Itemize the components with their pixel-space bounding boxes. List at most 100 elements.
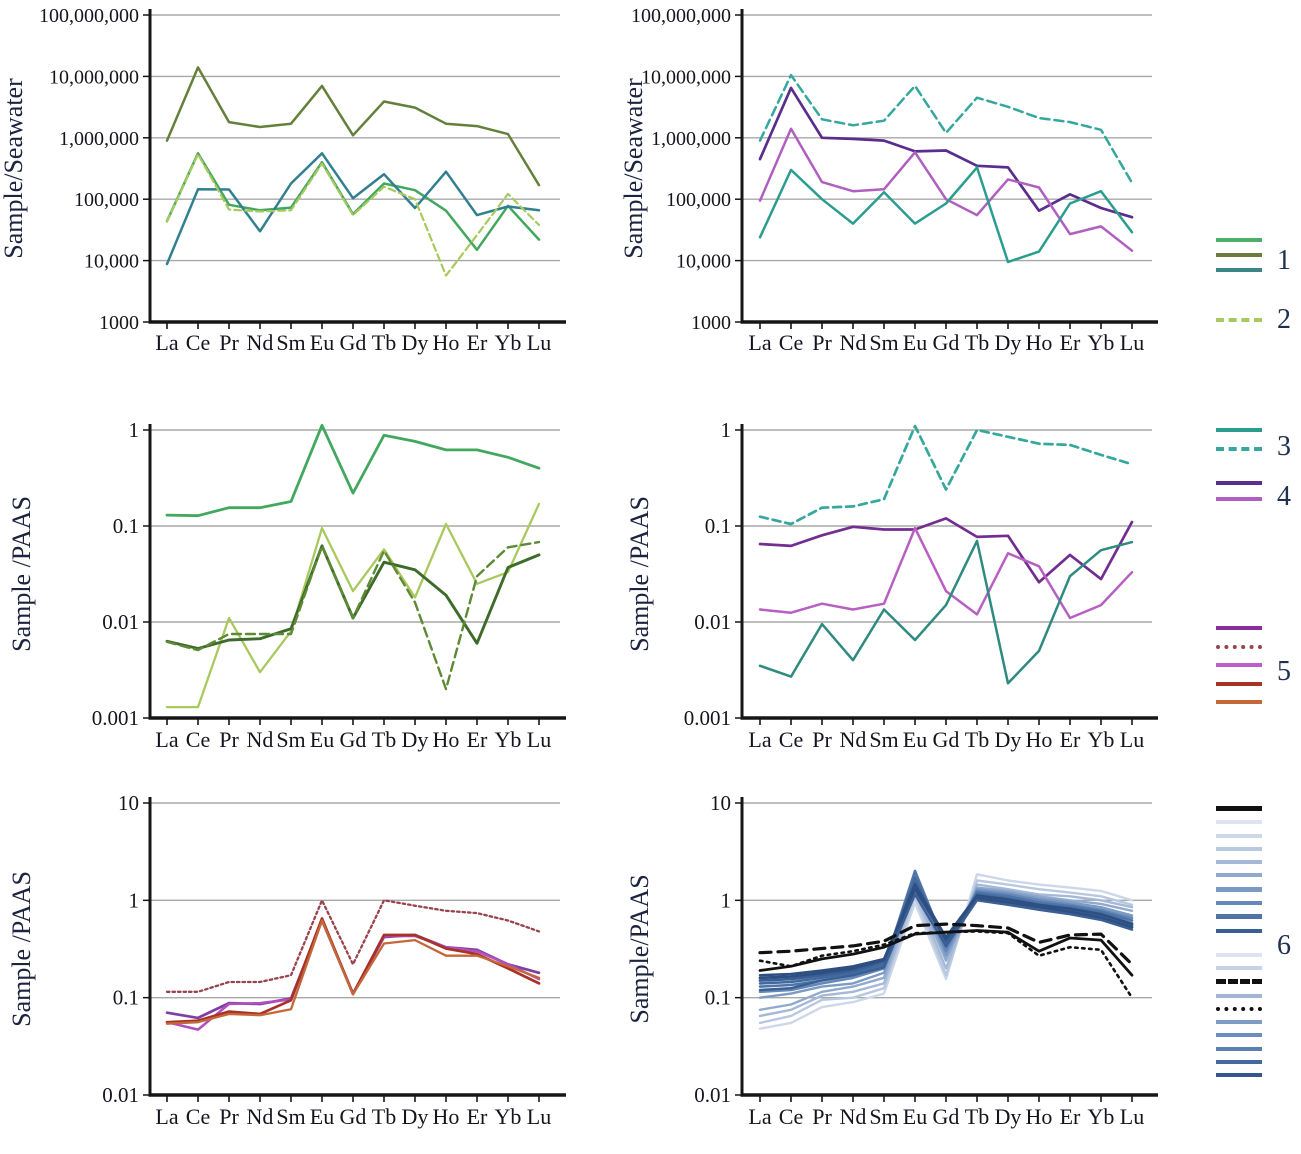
legend-swatch bbox=[1216, 1006, 1262, 1011]
y-axis-title: Sample /PAAS bbox=[625, 496, 654, 652]
legend-group-4: 4 bbox=[1216, 481, 1291, 513]
x-tick-label: Gd bbox=[933, 727, 960, 752]
x-tick-label: Nd bbox=[840, 330, 867, 355]
x-tick-label: Sm bbox=[276, 1104, 305, 1129]
series-group4-purple bbox=[758, 517, 1134, 584]
x-tick-label: Yb bbox=[495, 330, 522, 355]
y-axis-title: Sample/PAAS bbox=[625, 874, 654, 1023]
x-tick-label: Sm bbox=[276, 727, 305, 752]
x-tick-label: Pr bbox=[812, 330, 832, 355]
x-tick-label: Eu bbox=[903, 1104, 927, 1129]
x-tick-label: Ce bbox=[186, 330, 210, 355]
y-tick-label: 10 bbox=[710, 791, 731, 815]
x-tick-label: Dy bbox=[402, 330, 429, 355]
y-tick-label: 10,000 bbox=[84, 251, 139, 273]
series-group6-blue-03 bbox=[758, 883, 1134, 1018]
legend-swatch bbox=[1216, 681, 1262, 686]
y-tick-label: 0.001 bbox=[684, 706, 731, 730]
x-tick-label: Ho bbox=[1026, 330, 1053, 355]
series-group6-blue-02 bbox=[758, 879, 1134, 1025]
x-tick-label: La bbox=[748, 330, 771, 355]
x-tick-label: Nd bbox=[840, 1104, 867, 1129]
legend-swatch bbox=[1216, 1073, 1262, 1078]
legend-swatch bbox=[1216, 886, 1262, 892]
legend-swatch bbox=[1216, 644, 1262, 649]
legend-swatch bbox=[1216, 901, 1262, 906]
x-tick-label: Pr bbox=[219, 330, 239, 355]
x-tick-label: Pr bbox=[219, 1104, 239, 1129]
y-tick-label: 0.1 bbox=[113, 986, 139, 1010]
x-tick-label: Er bbox=[1060, 1104, 1081, 1129]
x-tick-label: Lu bbox=[527, 1104, 551, 1129]
legend-group-label: 1 bbox=[1277, 244, 1291, 276]
series-group1-teal bbox=[165, 152, 541, 266]
legend-swatch bbox=[1216, 914, 1262, 920]
series-group6-blue-12 bbox=[758, 883, 1134, 977]
x-tick-label: Dy bbox=[995, 1104, 1022, 1129]
x-tick-label: Gd bbox=[933, 1104, 960, 1129]
x-tick-label: Lu bbox=[527, 727, 551, 752]
y-tick-label: 1,000,000 bbox=[651, 128, 731, 150]
y-tick-label: 0.01 bbox=[694, 610, 731, 634]
legend-swatch bbox=[1216, 1060, 1262, 1065]
y-axis-title: Sample /PAAS bbox=[7, 871, 36, 1027]
y-tick-label: 100,000,000 bbox=[631, 5, 731, 27]
series-group6-black-dotted bbox=[758, 930, 1134, 999]
x-tick-label: La bbox=[155, 1104, 178, 1129]
y-tick-label: 10,000,000 bbox=[49, 66, 139, 88]
chart-middle-right: 1 0.1 0.01 0.001 La Ce Pr Nd Sm Eu Gd Tb Dy Ho Er Yb Lu S… bbox=[625, 418, 1158, 752]
x-tick-label: Ce bbox=[186, 727, 210, 752]
y-tick-label: 0.1 bbox=[113, 514, 139, 538]
chart-panel-top-left: 100,000,000 10,000,000 1,000,000 100,000 10,… bbox=[0, 0, 612, 388]
x-tick-label: Eu bbox=[903, 727, 927, 752]
legend-swatch bbox=[1216, 833, 1262, 838]
y-axis-title: Sample/Seawater bbox=[0, 78, 28, 259]
y-tick-label: 0.001 bbox=[92, 706, 139, 730]
legend-swatch bbox=[1216, 447, 1262, 451]
legend-swatch bbox=[1216, 1033, 1262, 1038]
series-group3-teal-dashed bbox=[758, 73, 1134, 185]
legend-swatch bbox=[1216, 928, 1262, 933]
series-group5-purple bbox=[165, 919, 541, 1020]
x-tick-label: Ho bbox=[1026, 727, 1053, 752]
y-tick-label: 0.1 bbox=[705, 986, 731, 1010]
x-tick-label: Eu bbox=[310, 330, 334, 355]
x-tick-label: Sm bbox=[869, 330, 898, 355]
y-tick-label: 1 bbox=[129, 888, 140, 912]
legend-swatch bbox=[1216, 820, 1262, 825]
x-tick-label: Gd bbox=[933, 330, 960, 355]
x-tick-label: Tb bbox=[372, 1104, 396, 1129]
legend-group-label: 3 bbox=[1277, 431, 1291, 462]
x-tick-label: Lu bbox=[1120, 727, 1144, 752]
x-tick-label: Ho bbox=[433, 1104, 460, 1129]
x-tick-label: Er bbox=[1060, 727, 1081, 752]
series-group6-blue-06 bbox=[758, 874, 1134, 994]
series-group4-purple bbox=[758, 86, 1134, 219]
series-group3-teal bbox=[758, 539, 1134, 685]
y-axis-title: Sample /PAAS bbox=[7, 496, 36, 652]
x-tick-label: Lu bbox=[1120, 1104, 1144, 1129]
series-group6-blue-10 bbox=[758, 887, 1134, 980]
x-tick-label: Ce bbox=[779, 330, 803, 355]
y-tick-label: 1 bbox=[721, 888, 732, 912]
x-tick-label: Yb bbox=[1088, 330, 1115, 355]
x-tick-label: Dy bbox=[995, 727, 1022, 752]
y-tick-label: 10,000 bbox=[676, 251, 731, 273]
legend-swatch bbox=[1216, 1020, 1262, 1025]
legend-group-1: 1 bbox=[1216, 238, 1291, 283]
x-tick-label: Er bbox=[467, 727, 488, 752]
legend-swatch bbox=[1216, 428, 1262, 432]
y-tick-label: 1 bbox=[721, 418, 732, 442]
legend-swatch bbox=[1216, 481, 1262, 485]
x-tick-label: Er bbox=[1060, 330, 1081, 355]
chart-top-left: 100,000,000 10,000,000 1,000,000 100,000 10,… bbox=[0, 5, 566, 355]
x-tick-label: Gd bbox=[340, 727, 367, 752]
x-tick-label: Eu bbox=[903, 330, 927, 355]
legend-swatch bbox=[1216, 626, 1262, 630]
x-tick-label: Lu bbox=[1120, 330, 1144, 355]
x-tick-label: Pr bbox=[812, 727, 832, 752]
y-tick-label: 0.1 bbox=[705, 514, 731, 538]
legend-swatch bbox=[1216, 268, 1262, 272]
legend-swatch bbox=[1216, 700, 1262, 704]
x-tick-label: Dy bbox=[402, 727, 429, 752]
